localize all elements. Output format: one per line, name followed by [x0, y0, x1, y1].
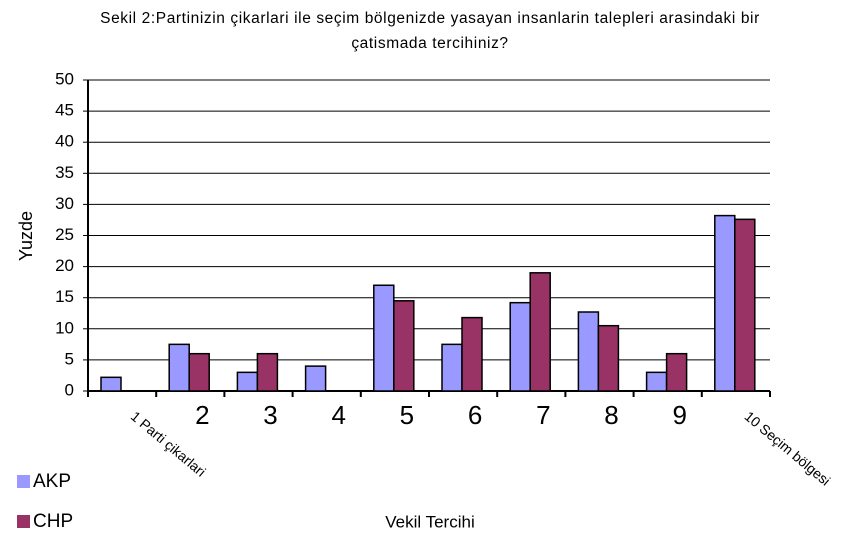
x-tick-label: 5 — [400, 400, 414, 430]
y-tick-label: 20 — [55, 256, 74, 275]
chart-title: Sekil 2:Partinizin çikarlari ile seçim b… — [100, 10, 760, 52]
x-tick-label: 2 — [195, 400, 209, 430]
bar — [665, 352, 688, 392]
legend-label: CHP — [33, 511, 73, 532]
x-tick-label: 3 — [263, 400, 277, 430]
legend-swatch — [17, 515, 30, 528]
y-tick-label: 30 — [55, 194, 74, 213]
x-tick-label: 4 — [331, 400, 345, 430]
y-axis-label: Yuzde — [16, 211, 36, 261]
bar — [441, 343, 463, 392]
x-tick-label: 7 — [536, 400, 550, 430]
y-tick-label: 0 — [65, 380, 74, 399]
y-tick-label: 35 — [55, 163, 74, 182]
x-tick-label: 6 — [468, 400, 482, 430]
y-tick-label: 10 — [55, 318, 74, 337]
x-axis-label: Vekil Tercihi — [385, 512, 474, 531]
bar — [236, 371, 259, 392]
bar — [256, 352, 279, 392]
bar — [393, 300, 415, 392]
y-tick-label: 50 — [55, 69, 74, 88]
bar — [714, 214, 736, 392]
bar — [168, 343, 190, 392]
y-tick-label: 25 — [55, 225, 74, 244]
bar — [734, 218, 756, 392]
y-tick-label: 40 — [55, 132, 74, 151]
bar — [304, 365, 327, 392]
bar — [577, 311, 600, 392]
legend-label: AKP — [33, 471, 71, 492]
legend-swatch — [17, 475, 30, 488]
y-tick-label: 45 — [55, 101, 74, 120]
x-tick-label: 9 — [672, 400, 686, 430]
bar — [461, 316, 483, 392]
y-tick-label: 5 — [65, 349, 74, 368]
bar — [100, 376, 122, 392]
x-tick-label: 10 Seçim bölgesi — [742, 408, 834, 489]
bar — [188, 352, 210, 392]
x-tick-label: 8 — [604, 400, 618, 430]
y-tick-label: 15 — [55, 287, 74, 306]
bar — [509, 301, 531, 392]
bar — [529, 272, 551, 392]
bar — [597, 324, 620, 392]
bar — [645, 371, 668, 392]
bar — [373, 284, 395, 392]
